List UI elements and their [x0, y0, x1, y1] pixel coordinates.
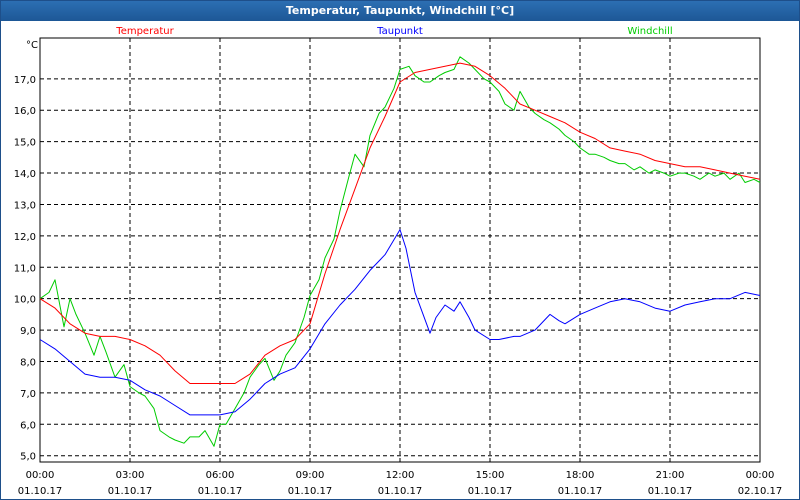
y-tick-label: 5,0	[20, 452, 36, 463]
y-tick-label: 8,0	[20, 357, 36, 368]
x-tick-time: 00:00	[26, 470, 55, 481]
y-tick-label: 6,0	[20, 420, 36, 431]
x-tick-time: 15:00	[476, 470, 505, 481]
window-title: Temperatur, Taupunkt, Windchill [°C]	[1, 1, 799, 21]
y-tick-label: 7,0	[20, 389, 36, 400]
legend-windchill: Windchill	[627, 26, 672, 37]
axis-labels: 5,0 6,0 7,0 8,0 9,0 10,0 11,0 12,0 13,0 14,0 15,0 1…	[14, 75, 783, 497]
x-tick-date: 01.10.17	[468, 486, 513, 497]
y-tick-label: 17,0	[14, 75, 36, 86]
x-tick-date: 01.10.17	[378, 486, 423, 497]
y-tick-label: 16,0	[14, 106, 36, 117]
x-tick-date: 01.10.17	[108, 486, 153, 497]
x-tick-time: 00:00	[746, 470, 775, 481]
legend-taupunkt: Taupunkt	[376, 26, 423, 37]
x-tick-time: 03:00	[116, 470, 145, 481]
y-tick-label: 12,0	[14, 232, 36, 243]
x-tick-date: 01.10.17	[648, 486, 693, 497]
y-tick-label: 14,0	[14, 169, 36, 180]
plot-frame	[39, 37, 761, 463]
x-tick-time: 12:00	[386, 470, 415, 481]
series-layer	[39, 56, 761, 447]
x-tick-time: 09:00	[296, 470, 325, 481]
legend: Temperatur Taupunkt Windchill	[115, 26, 672, 37]
x-tick-time: 06:00	[206, 470, 235, 481]
y-tick-label: 11,0	[14, 263, 36, 274]
y-axis-unit-label: °C	[26, 40, 38, 51]
series-line-windchill	[39, 56, 761, 447]
series-line-temperatur	[39, 62, 761, 384]
x-tick-date: 01.10.17	[18, 486, 63, 497]
y-tick-label: 10,0	[14, 295, 36, 306]
x-tick-date: 02.10.17	[738, 486, 783, 497]
grid	[40, 38, 760, 462]
y-tick-label: 13,0	[14, 200, 36, 211]
x-tick-date: 01.10.17	[198, 486, 243, 497]
x-tick-time: 18:00	[566, 470, 595, 481]
x-tick-time: 21:00	[656, 470, 685, 481]
legend-temperatur: Temperatur	[115, 26, 174, 37]
series-line-taupunkt	[39, 229, 761, 416]
y-tick-label: 9,0	[20, 326, 36, 337]
y-tick-label: 15,0	[14, 138, 36, 149]
x-tick-date: 01.10.17	[288, 486, 333, 497]
x-tick-date: 01.10.17	[558, 486, 603, 497]
